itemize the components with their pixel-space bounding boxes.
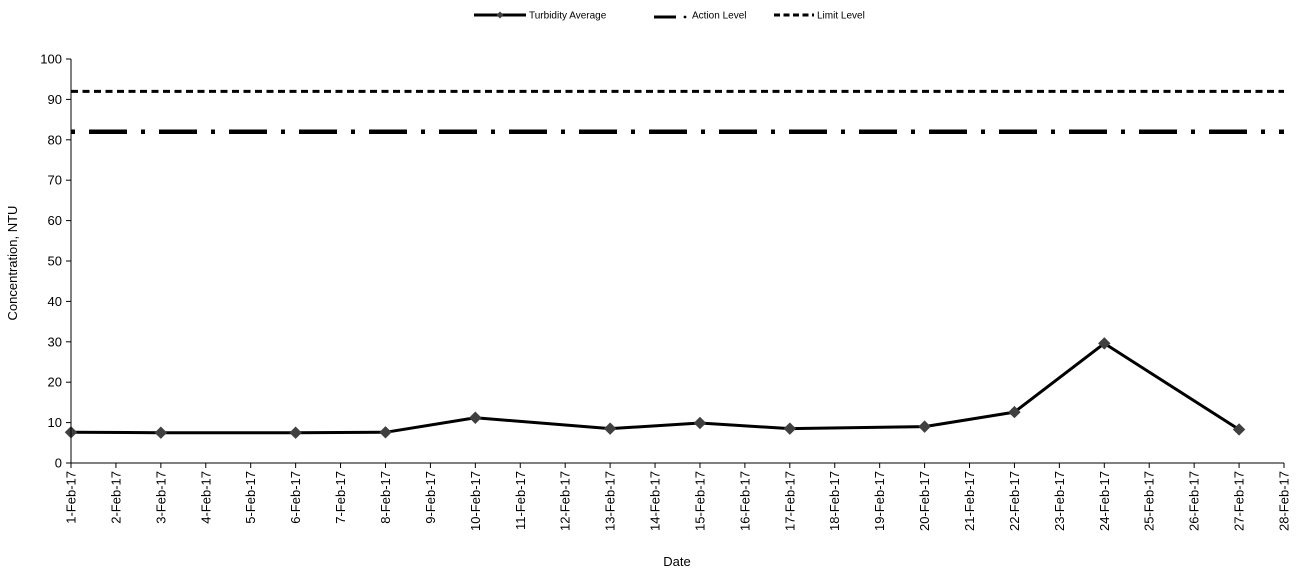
y-tick-label: 80 [48, 132, 62, 147]
x-tick-label: 5-Feb-17 [243, 471, 258, 524]
axes: 0 10 20 30 40 50 60 70 80 90 100 1-Feb-17 2-Feb-17 3-… [40, 52, 1291, 531]
x-tick-label: 25-Feb-17 [1142, 471, 1157, 531]
y-axis-title: Concentration, NTU [5, 206, 20, 321]
y-tick-label: 30 [48, 334, 62, 349]
x-tick-label: 1-Feb-17 [64, 471, 79, 524]
x-tick-label: 13-Feb-17 [603, 471, 618, 531]
x-tick-label: 28-Feb-17 [1277, 471, 1292, 531]
data-point-marker [783, 422, 797, 435]
data-point-marker [379, 426, 392, 439]
x-tick-label: 27-Feb-17 [1232, 471, 1247, 531]
legend-label: Action Level [692, 11, 746, 22]
y-tick-label: 0 [55, 456, 62, 471]
x-tick-label: 20-Feb-17 [917, 471, 932, 531]
x-tick-label: 12-Feb-17 [558, 471, 573, 531]
data-point-marker [1232, 423, 1246, 436]
legend-swatch-dot [683, 15, 687, 19]
x-tick-label: 19-Feb-17 [872, 471, 887, 531]
x-tick-label: 8-Feb-17 [378, 471, 393, 524]
x-tick-label: 4-Feb-17 [198, 471, 213, 524]
x-axis-title: Date [663, 554, 690, 569]
y-tick-label: 60 [48, 213, 62, 228]
y-tick-label: 100 [40, 52, 62, 67]
data-point-marker [918, 420, 931, 433]
x-tick-label: 9-Feb-17 [423, 471, 438, 524]
data-point-marker [154, 426, 168, 439]
x-tick-label: 15-Feb-17 [692, 471, 707, 531]
x-tick-label: 7-Feb-17 [333, 471, 348, 524]
y-tick-label: 10 [48, 415, 62, 430]
y-tick-label: 50 [48, 254, 62, 269]
legend-label: Limit Level [817, 11, 865, 22]
x-tick-label: 17-Feb-17 [782, 471, 797, 531]
x-tick-label: 21-Feb-17 [962, 471, 977, 531]
x-tick-label: 22-Feb-17 [1007, 471, 1022, 531]
data-point-marker [693, 416, 707, 430]
x-tick-label: 6-Feb-17 [288, 471, 303, 524]
plot-area [64, 89, 1284, 439]
x-tick-label: 3-Feb-17 [153, 471, 168, 524]
data-point-marker [469, 411, 482, 424]
data-point-marker [603, 422, 617, 435]
x-tick-label: 10-Feb-17 [468, 471, 483, 531]
legend: Turbidity Average Action Level Limit Level [474, 11, 865, 22]
x-tick-label: 11-Feb-17 [513, 471, 528, 530]
legend-label: Turbidity Average [529, 11, 607, 22]
x-tick-label: 2-Feb-17 [108, 471, 123, 524]
x-tick-label: 16-Feb-17 [737, 471, 752, 531]
turbidity-average-line [70, 341, 1240, 435]
y-tick-label: 70 [48, 173, 62, 188]
x-tick-label: 23-Feb-17 [1052, 471, 1067, 531]
y-tick-label: 20 [48, 375, 62, 390]
legend-marker-icon [496, 11, 504, 19]
data-point-marker [1008, 405, 1021, 419]
x-tick-label: 14-Feb-17 [648, 471, 663, 531]
y-tick-label: 90 [48, 92, 62, 107]
x-tick-label: 26-Feb-17 [1187, 471, 1202, 531]
x-tick-label: 18-Feb-17 [827, 471, 842, 531]
x-tick-label: 24-Feb-17 [1097, 471, 1112, 531]
data-point-marker [1098, 337, 1111, 350]
y-tick-label: 40 [48, 294, 62, 309]
data-point-marker [289, 426, 302, 439]
